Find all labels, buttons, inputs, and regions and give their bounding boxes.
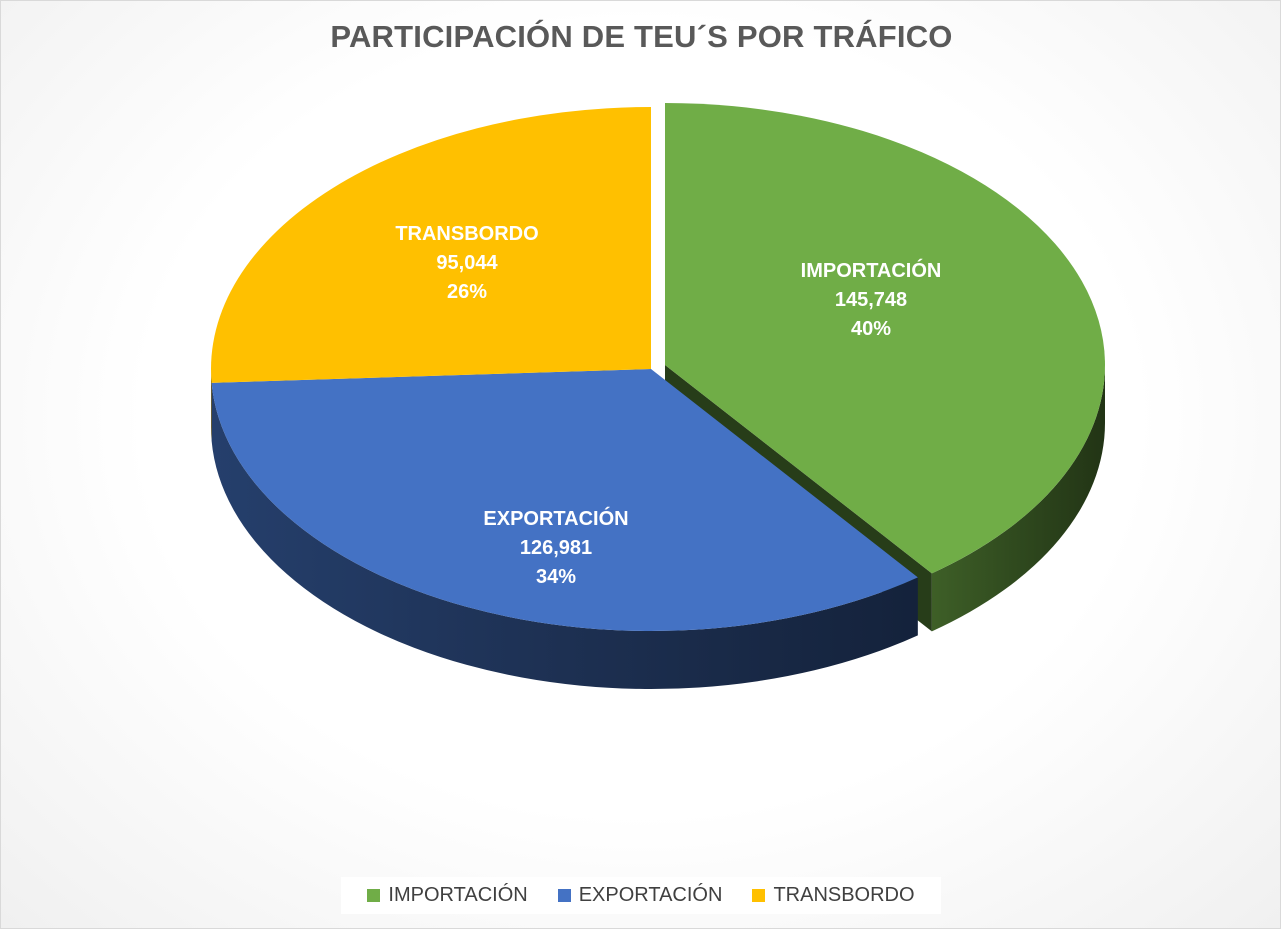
data-label-category: IMPORTACIÓN: [800, 260, 942, 282]
pie-slice-side: [931, 365, 1105, 632]
legend-swatch: [752, 889, 766, 902]
data-label-category: EXPORTACIÓN: [483, 508, 629, 530]
pie-slice-side: [211, 369, 212, 441]
data-label-percent: 40%: [850, 318, 892, 340]
legend-swatch: [367, 889, 381, 902]
data-label-transbordo: TRANSBORDO 95,044 26%: [395, 220, 538, 307]
data-label-exportacion: EXPORTACIÓN 126,981 34%: [483, 505, 628, 592]
chart-title: PARTICIPACIÓN DE TEU´S POR TRÁFICO: [330, 19, 953, 54]
data-label-percent: 34%: [535, 566, 577, 588]
legend-label: EXPORTACIÓN: [578, 884, 723, 906]
pie-slice-importación: [665, 103, 1105, 574]
legend-swatch: [557, 889, 571, 902]
data-label-value: 145,748: [834, 289, 908, 311]
pie-slice-transbordo: [210, 107, 651, 383]
pie-slice-exportación: [211, 369, 918, 631]
legend: IMPORTACIÓN EXPORTACIÓN TRANSBORDO: [341, 877, 941, 914]
legend-label: IMPORTACIÓN: [388, 884, 528, 906]
data-label-value: 126,981: [519, 537, 593, 559]
data-label-value: 95,044: [436, 252, 498, 274]
data-label-percent: 26%: [446, 281, 488, 303]
pie-slice-side: [211, 382, 918, 689]
legend-item-transbordo: TRANSBORDO: [752, 884, 915, 907]
legend-item-importacion: IMPORTACIÓN: [367, 884, 528, 907]
legend-label: TRANSBORDO: [773, 884, 915, 906]
data-label-importacion: IMPORTACIÓN 145,748 40%: [801, 257, 942, 344]
data-label-category: TRANSBORDO: [395, 223, 539, 245]
pie-tops: [210, 103, 1105, 631]
legend-item-exportacion: EXPORTACIÓN: [557, 884, 723, 907]
